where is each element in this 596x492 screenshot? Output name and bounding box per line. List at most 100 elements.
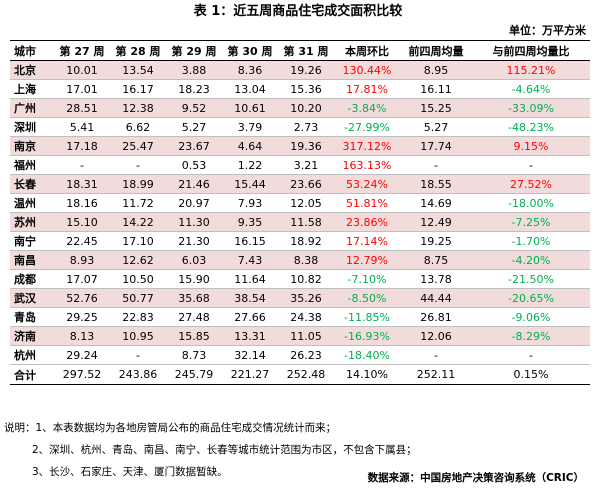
cell-week-over-week: 17.81% [334, 79, 400, 99]
cell-city: 福州 [10, 155, 54, 175]
cell-week-over-week: -18.40% [334, 345, 400, 365]
cell-week-27: 8.93 [54, 250, 110, 270]
cell-week-29: 6.03 [166, 250, 222, 270]
cell-week-31: 35.26 [278, 288, 334, 308]
cell-week-29: 11.30 [166, 212, 222, 232]
cell-week-31: 18.92 [278, 231, 334, 251]
cell-week-27: - [54, 155, 110, 175]
cell-week-28: 10.95 [110, 326, 166, 346]
table-row: 福州 - -0.53 1.22 3.21 163.13% - - [10, 155, 590, 175]
cell-week-31: 8.38 [278, 250, 334, 270]
cell-city: 成都 [10, 269, 54, 289]
cell-week-28: 14.22 [110, 212, 166, 232]
cell-vs-four-week-average: -8.29% [472, 326, 590, 346]
cell-week-27: 22.45 [54, 231, 110, 251]
cell-week-over-week: 163.13% [334, 155, 400, 175]
cell-week-28: 16.17 [110, 79, 166, 99]
cell-four-week-average: - [400, 345, 472, 365]
notes-block: 说明：1、本表数据均为各地房管局公布的商品住宅成交情况统计而来； 2、深圳、杭州… [4, 417, 592, 483]
cell-vs-four-week-average: 9.15% [472, 136, 590, 156]
table-row: 武汉 52.76 50.77 35.68 38.54 35.26 -8.50% 44.44 -2… [10, 288, 590, 308]
cell-week-30: 27.66 [222, 307, 278, 327]
cell-week-over-week: -8.50% [334, 288, 400, 308]
header-week-31: 第 31 周 [278, 40, 334, 61]
cell-week-27: 15.10 [54, 212, 110, 232]
cell-four-week-average: 16.11 [400, 79, 472, 99]
cell-week-30: 15.44 [222, 174, 278, 194]
cell-week-28: 12.62 [110, 250, 166, 270]
cell-week-27: 10.01 [54, 60, 110, 80]
table-title: 表 1：近五周商品住宅成交面积比较 [193, 4, 403, 19]
cell-week-31: 12.05 [278, 193, 334, 213]
cell-city: 青岛 [10, 307, 54, 327]
cell-vs-four-week-average: -9.06% [472, 307, 590, 327]
cell-week-30: 11.64 [222, 269, 278, 289]
cell-week-30: 7.93 [222, 193, 278, 213]
table-row: 苏州 15.10 14.22 11.30 9.35 11.58 23.86% 12.49 -7.… [10, 212, 590, 232]
table-row: 南宁 22.45 17.10 21.30 16.15 18.92 17.14% 19.25 -1… [10, 231, 590, 251]
header-city: 城市 [10, 40, 54, 61]
cell-vs-four-week-average: - [472, 345, 590, 365]
cell-week-27: 52.76 [54, 288, 110, 308]
cell-week-30: 7.43 [222, 250, 278, 270]
table-row: 上海 17.01 16.17 18.23 13.04 15.36 17.81% 16.11 -4… [10, 79, 590, 99]
cell-week-30: 16.15 [222, 231, 278, 251]
cell-week-27: 17.18 [54, 136, 110, 156]
cell-four-week-average: 44.44 [400, 288, 472, 308]
cell-week-31: 3.21 [278, 155, 334, 175]
cell-four-week-average: 13.78 [400, 269, 472, 289]
total-row: 合计 297.52 243.86 245.79 221.27 252.48 14.10% 25… [10, 364, 590, 385]
cell-week-29: 15.85 [166, 326, 222, 346]
cell-week-over-week: -11.85% [334, 307, 400, 327]
header-week-29: 第 29 周 [166, 40, 222, 61]
table-row: 长春 18.31 18.99 21.46 15.44 23.66 53.24% 18.55 27… [10, 174, 590, 194]
header-week-30: 第 30 周 [222, 40, 278, 61]
cell-week-30: 1.22 [222, 155, 278, 175]
cell-week-28: - [110, 155, 166, 175]
cell-vs-four-week-average: -7.25% [472, 212, 590, 232]
cell-vs-four-week-average: -48.23% [472, 117, 590, 137]
cell-week-30: 10.61 [222, 98, 278, 118]
cell-week-29: 21.30 [166, 231, 222, 251]
cell-four-week-average: 8.95 [400, 60, 472, 80]
cell-city: 武汉 [10, 288, 54, 308]
cell-vs-four-week-average: -33.09% [472, 98, 590, 118]
cell-week-28: 22.83 [110, 307, 166, 327]
cell-vs-four-week-average: - [472, 155, 590, 175]
cell-week-over-week: 12.79% [334, 250, 400, 270]
cell-week-29: 5.27 [166, 117, 222, 137]
cell-vs-four-week-average: 27.52% [472, 174, 590, 194]
cell-week-29: 3.88 [166, 60, 222, 80]
cell-city: 北京 [10, 60, 54, 80]
cell-week-30: 8.36 [222, 60, 278, 80]
cell-week-29: 21.46 [166, 174, 222, 194]
unit-label: 单位：万平方米 [509, 24, 586, 37]
header-week-27: 第 27 周 [54, 40, 110, 61]
cell-city: 上海 [10, 79, 54, 99]
header-week-over-week: 本周环比 [334, 40, 400, 61]
header-week-28: 第 28 周 [110, 40, 166, 61]
cell-four-week-average: 5.27 [400, 117, 472, 137]
cell-week-27: 17.07 [54, 269, 110, 289]
cell-vs-four-week-average: -1.70% [472, 231, 590, 251]
cell-week-over-week: 23.86% [334, 212, 400, 232]
cell-four-week-average: 15.25 [400, 98, 472, 118]
cell-week-28: 11.72 [110, 193, 166, 213]
cell-week-31: 2.73 [278, 117, 334, 137]
cell-four-week-average: 12.06 [400, 326, 472, 346]
cell-week-31: 252.48 [278, 364, 334, 385]
cell-vs-four-week-average: 0.15% [472, 364, 590, 385]
cell-week-29: 15.90 [166, 269, 222, 289]
cell-vs-four-week-average: -4.20% [472, 250, 590, 270]
data-source: 数据来源：中国房地产决策咨询系统（CRIC） [367, 472, 584, 484]
transaction-area-table: 城市 第 27 周 第 28 周 第 29 周 第 30 周 第 31 周 本周… [10, 40, 590, 385]
cell-four-week-average: 17.74 [400, 136, 472, 156]
table-row: 杭州 29.24-8.73 32.14 26.23 -18.40% - - [10, 345, 590, 365]
cell-week-30: 4.64 [222, 136, 278, 156]
cell-week-29: 18.23 [166, 79, 222, 99]
cell-week-30: 13.31 [222, 326, 278, 346]
cell-week-27: 18.16 [54, 193, 110, 213]
cell-city: 南宁 [10, 231, 54, 251]
cell-week-31: 10.20 [278, 98, 334, 118]
